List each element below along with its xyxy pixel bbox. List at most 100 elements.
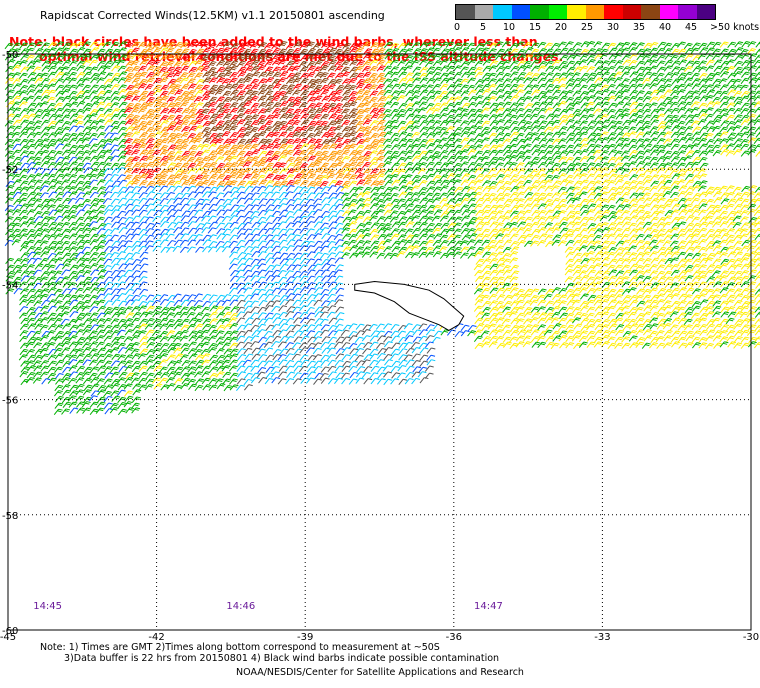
barb-feather	[122, 49, 126, 50]
wind-barb	[363, 42, 371, 47]
barb-feather	[437, 48, 441, 49]
barb-feather	[199, 43, 203, 44]
barb-feather	[53, 48, 57, 49]
barb-feather	[625, 56, 629, 57]
barb-feather	[317, 52, 321, 53]
barb-feather	[81, 55, 85, 56]
barb-feather	[681, 51, 685, 52]
barb-feather	[330, 57, 334, 58]
barb-stem	[42, 54, 46, 59]
barb-feather	[72, 51, 76, 52]
barb-feather	[123, 48, 127, 49]
barb-stem	[602, 43, 606, 48]
barb-stem	[5, 43, 9, 48]
barb-feather	[430, 48, 434, 49]
wind-barb	[189, 54, 197, 59]
barb-feather	[282, 55, 286, 56]
wind-barb	[735, 55, 743, 60]
barb-feather	[234, 48, 238, 49]
barb-feather	[701, 56, 705, 57]
barb-feather	[184, 56, 188, 57]
barb-feather	[289, 51, 293, 52]
barb-feather	[268, 45, 272, 46]
barb-feather	[87, 55, 91, 56]
barb-feather	[32, 61, 36, 62]
barb-feather	[168, 64, 172, 65]
barb-feather	[262, 49, 266, 50]
barb-feather	[108, 51, 112, 52]
barb-feather	[182, 46, 186, 47]
barb-feather	[276, 43, 280, 44]
barb-stem	[56, 42, 60, 47]
barb-stem	[700, 48, 704, 53]
wind-barb	[12, 43, 20, 48]
wind-barb	[223, 55, 231, 60]
barb-feather	[379, 58, 383, 59]
barb-feather	[79, 44, 83, 45]
barb-feather	[170, 44, 174, 45]
barb-feather	[219, 43, 223, 44]
barb-feather	[67, 61, 71, 62]
barb-stem	[48, 54, 52, 59]
barb-feather	[751, 50, 755, 51]
barb-feather	[274, 58, 278, 59]
barb-feather	[716, 56, 720, 57]
barb-stem	[637, 54, 641, 59]
barb-feather	[309, 52, 313, 53]
barb-feather	[204, 44, 208, 45]
barb-feather	[563, 42, 567, 43]
barb-feather	[508, 49, 512, 50]
barb-feather	[654, 55, 658, 56]
barb-feather	[192, 42, 196, 43]
wind-barb	[684, 43, 692, 48]
barb-feather	[388, 44, 392, 45]
barb-feather	[515, 43, 519, 44]
barb-stem	[510, 43, 514, 48]
barb-feather	[661, 44, 665, 45]
barb-feather	[205, 63, 209, 64]
barb-feather	[66, 44, 70, 45]
barb-feather	[224, 51, 228, 52]
barb-stem	[503, 54, 507, 59]
barb-feather	[140, 45, 144, 46]
barb-stem	[525, 48, 529, 53]
barb-feather	[38, 60, 42, 61]
wind-barb	[62, 54, 70, 59]
barb-feather	[394, 45, 398, 46]
barb-feather	[294, 63, 298, 64]
barb-feather	[646, 50, 650, 51]
barb-feather	[134, 50, 138, 51]
barb-feather	[185, 62, 189, 63]
barb-feather	[568, 43, 572, 44]
barb-feather	[668, 43, 672, 44]
barb-feather	[143, 61, 147, 62]
barb-feather	[198, 52, 202, 53]
barb-feather	[262, 55, 266, 56]
barb-feather	[319, 49, 323, 50]
barb-stem	[650, 48, 654, 53]
barb-feather	[519, 43, 523, 44]
barb-feather	[515, 55, 519, 56]
barb-feather	[304, 49, 308, 50]
barb-feather	[501, 49, 505, 50]
barb-feather	[470, 45, 474, 46]
barb-feather	[198, 45, 202, 46]
barb-feather	[458, 43, 462, 44]
barb-feather	[646, 56, 650, 57]
barb-feather	[571, 49, 575, 50]
barb-feather	[408, 44, 412, 45]
barb-feather	[59, 56, 63, 57]
barb-feather	[324, 63, 328, 64]
barb-feather	[58, 62, 62, 63]
wind-barb	[594, 42, 602, 47]
barb-feather	[653, 50, 657, 51]
barb-feather	[590, 50, 594, 51]
barb-feather	[185, 49, 189, 50]
barb-feather	[329, 46, 333, 47]
barb-stem	[48, 48, 52, 53]
barb-feather	[507, 42, 511, 43]
barb-stem	[413, 49, 417, 54]
barb-feather	[106, 44, 110, 45]
barb-feather	[169, 46, 173, 47]
barb-feather	[154, 63, 158, 64]
